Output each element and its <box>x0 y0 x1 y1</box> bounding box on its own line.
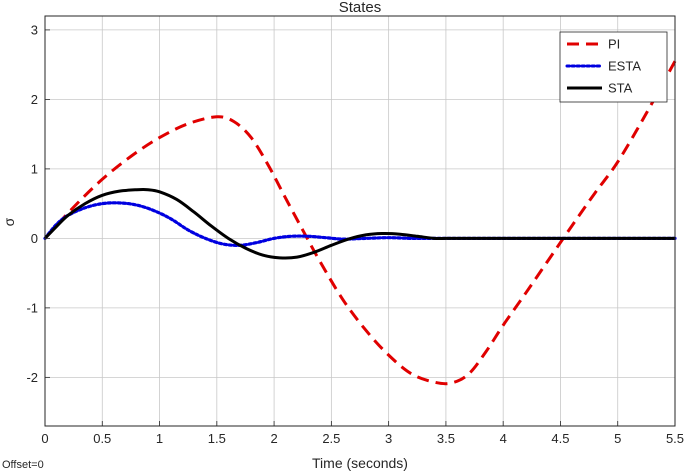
x-tick-label: 2 <box>270 431 277 446</box>
x-tick-label: 1.5 <box>208 431 226 446</box>
plot-frame <box>44 15 676 427</box>
y-tick-label: 2 <box>31 92 38 107</box>
x-tick-label: 3.5 <box>437 431 455 446</box>
legend-label-pi: PI <box>608 37 620 52</box>
y-axis-label: σ <box>1 217 17 226</box>
x-tick-label: 3 <box>385 431 392 446</box>
chart-title: States <box>339 0 382 16</box>
y-tick-label: -2 <box>26 370 38 385</box>
y-tick-label: -1 <box>26 300 38 315</box>
legend-label-sta: STA <box>608 81 633 96</box>
series-line-sta <box>43 188 675 260</box>
legend-label-esta: ESTA <box>608 59 641 74</box>
x-tick-label: 5.5 <box>666 431 684 446</box>
series-layer <box>43 60 677 386</box>
series-line-esta <box>43 201 677 247</box>
y-tick-label: 1 <box>31 161 38 176</box>
x-tick-label: 5 <box>614 431 621 446</box>
offset-note: Offset=0 <box>2 459 44 471</box>
x-tick-label: 4.5 <box>551 431 569 446</box>
x-tick-label: 0 <box>41 431 48 446</box>
legend: PI ESTA STA <box>559 31 668 103</box>
series-line-pi <box>43 60 677 386</box>
axis-ticks: 0 0.5 1 1.5 2 2.5 3 3.5 4 4.5 5 5.5 -2 -1 0 1 2 3 <box>26 22 684 446</box>
x-tick-label: 4 <box>500 431 507 446</box>
y-tick-label: 0 <box>31 231 38 246</box>
y-tick-label: 3 <box>31 22 38 37</box>
x-tick-label: 0.5 <box>93 431 111 446</box>
x-axis-label: Time (seconds) <box>312 455 408 471</box>
x-tick-label: 2.5 <box>322 431 340 446</box>
x-tick-label: 1 <box>156 431 163 446</box>
